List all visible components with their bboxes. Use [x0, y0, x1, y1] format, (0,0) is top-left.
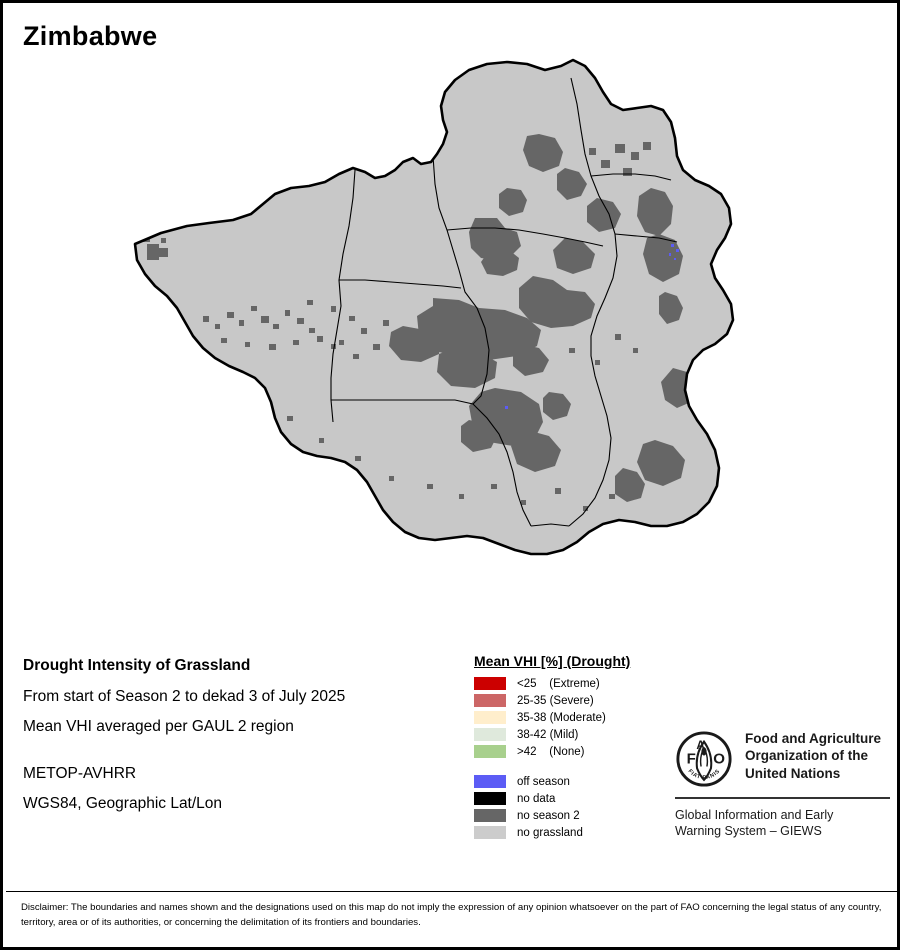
legend-swatch-none — [474, 745, 506, 758]
legend-label-severe: 25-35 (Severe) — [517, 694, 594, 707]
fao-org-line2: Organization of the — [745, 748, 868, 764]
legend-item-extreme[interactable]: <25 (Extreme) — [474, 675, 674, 692]
legend-label-no-season-2: no season 2 — [517, 809, 580, 822]
caption-block: Drought Intensity of Grassland From star… — [23, 658, 443, 827]
legend-label-off-season: off season — [517, 775, 570, 788]
legend-item-no-data[interactable]: no data — [474, 790, 674, 807]
caption-spacer — [23, 750, 443, 766]
fao-org-line1: Food and Agriculture — [745, 731, 881, 746]
country-outline — [133, 58, 735, 556]
disclaimer-divider — [6, 891, 897, 892]
fao-logo-and-name: F A O FIAT PANIS Food and Agriculture Or… — [675, 730, 890, 788]
fao-system-name: Global Information and Early Warning Sys… — [675, 807, 890, 840]
legend-swatch-mild — [474, 728, 506, 741]
legend-item-severe[interactable]: 25-35 (Severe) — [474, 692, 674, 709]
fao-logo-icon: F A O FIAT PANIS — [676, 731, 732, 787]
legend-item-no-season-2[interactable]: no season 2 — [474, 807, 674, 824]
legend-label-extreme: <25 (Extreme) — [517, 677, 600, 690]
admin-boundaries-layer — [330, 77, 678, 527]
legend-title: Mean VHI [%] (Drought) — [474, 653, 631, 669]
fao-org-line3: United Nations — [745, 765, 841, 781]
svg-text:FIAT PANIS: FIAT PANIS — [687, 768, 722, 781]
legend-item-off-season[interactable]: off season — [474, 773, 674, 790]
legend-swatch-no-data — [474, 792, 506, 805]
off-season-patches-layer — [505, 244, 679, 409]
caption-projection: WGS84, Geographic Lat/Lon — [23, 795, 223, 812]
legend-label-none: >42 (None) — [517, 745, 585, 758]
legend-swatch-no-season-2 — [474, 809, 506, 822]
page-title: Zimbabwe — [23, 21, 158, 51]
legend-spacer — [474, 760, 674, 773]
fao-branding: F A O FIAT PANIS Food and Agriculture Or… — [675, 730, 890, 840]
legend-label-mild: 38-42 (Mild) — [517, 728, 579, 741]
legend-swatch-no-grassland — [474, 826, 506, 839]
zimbabwe-map-svg[interactable] — [103, 48, 823, 648]
fao-divider — [675, 797, 890, 799]
legend-label-no-data: no data — [517, 792, 556, 805]
legend-swatch-extreme — [474, 677, 506, 690]
caption-period: From start of Season 2 to dekad 3 of Jul… — [23, 687, 346, 705]
legend-item-no-grassland[interactable]: no grassland — [474, 824, 674, 841]
map-canvas[interactable] — [103, 48, 823, 648]
svg-text:F: F — [687, 751, 696, 768]
legend-item-mild[interactable]: 38-42 (Mild) — [474, 726, 674, 743]
fao-system-line2: Warning System – GIEWS — [675, 824, 822, 839]
legend-label-no-grassland: no grassland — [517, 826, 583, 839]
svg-text:A: A — [696, 739, 705, 752]
legend-label-moderate: 35-38 (Moderate) — [517, 711, 606, 724]
fao-organization-name: Food and Agriculture Organization of the… — [745, 730, 881, 782]
caption-sensor: METOP-AVHRR — [23, 764, 137, 782]
fao-system-line1: Global Information and Early — [675, 808, 834, 822]
disclaimer-text: Disclaimer: The boundaries and names sho… — [21, 902, 882, 928]
legend-swatch-moderate — [474, 711, 506, 724]
caption-product-title: Drought Intensity of Grassland — [23, 657, 251, 674]
legend: Mean VHI [%] (Drought) <25 (Extreme) 25-… — [474, 653, 674, 841]
svg-text:O: O — [713, 751, 725, 768]
legend-swatch-off-season — [474, 775, 506, 788]
caption-method: Mean VHI averaged per GAUL 2 region — [23, 718, 294, 735]
legend-item-none[interactable]: >42 (None) — [474, 743, 674, 760]
legend-item-moderate[interactable]: 35-38 (Moderate) — [474, 709, 674, 726]
legend-swatch-severe — [474, 694, 506, 707]
